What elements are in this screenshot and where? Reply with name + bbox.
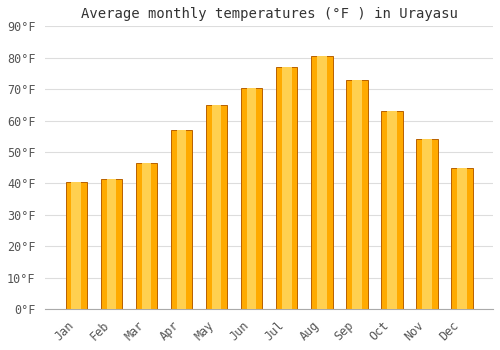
Bar <box>106 178 117 309</box>
Bar <box>246 88 256 309</box>
Bar <box>381 111 402 309</box>
Bar <box>457 168 466 309</box>
Bar <box>206 105 228 309</box>
Bar <box>142 163 152 309</box>
Bar <box>136 163 158 309</box>
Bar <box>100 178 122 309</box>
Bar <box>317 56 326 309</box>
Bar <box>212 105 222 309</box>
Title: Average monthly temperatures (°F ) in Urayasu: Average monthly temperatures (°F ) in Ur… <box>80 7 458 21</box>
Bar <box>387 111 396 309</box>
Bar <box>451 168 472 309</box>
Bar <box>422 139 432 309</box>
Bar <box>346 80 368 309</box>
Bar <box>170 130 192 309</box>
Bar <box>276 67 297 309</box>
Bar <box>311 56 332 309</box>
Bar <box>176 130 186 309</box>
Bar <box>352 80 362 309</box>
Bar <box>72 182 82 309</box>
Bar <box>416 139 438 309</box>
Bar <box>240 88 262 309</box>
Bar <box>66 182 88 309</box>
Bar <box>282 67 292 309</box>
